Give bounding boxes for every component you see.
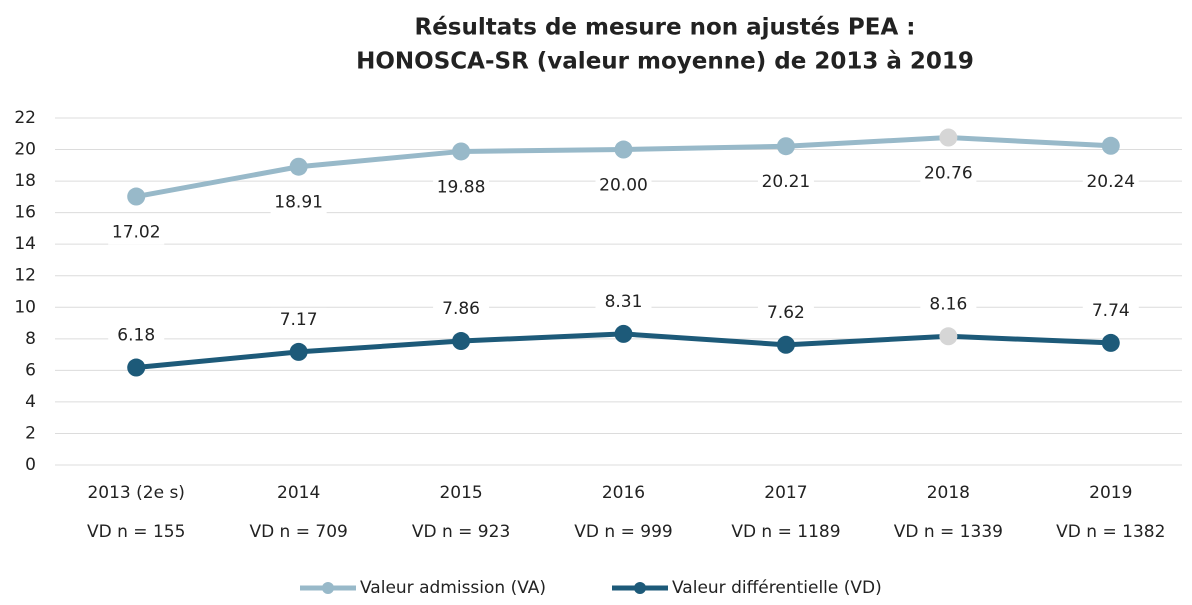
label-bg	[757, 300, 814, 325]
x-sample-size: VD n = 923	[412, 522, 510, 542]
x-tick-label: 2019	[1089, 483, 1132, 503]
legend-marker	[322, 582, 334, 594]
x-tick-label: 2016	[602, 483, 645, 503]
data-label: 20.00	[599, 176, 648, 196]
data-point	[1101, 136, 1120, 155]
data-label: 20.76	[924, 164, 973, 184]
data-label: 7.86	[442, 299, 480, 319]
y-tick-label: 12	[14, 266, 36, 286]
y-tick-label: 6	[25, 360, 36, 380]
label-bg	[433, 175, 490, 200]
x-sample-size: VD n = 155	[87, 522, 185, 542]
y-tick-label: 2	[25, 423, 36, 443]
y-tick-label: 14	[14, 234, 36, 254]
x-tick-label: 2017	[764, 483, 807, 503]
y-tick-label: 16	[14, 203, 36, 223]
y-tick-label: 22	[14, 108, 36, 128]
data-point	[939, 128, 958, 147]
data-point	[939, 327, 958, 346]
data-point	[1101, 333, 1120, 352]
label-bg	[270, 190, 327, 215]
data-label: 8.16	[929, 294, 967, 314]
x-tick-label: 2013 (2e s)	[87, 483, 184, 503]
label-bg	[108, 323, 165, 348]
data-point	[776, 137, 795, 156]
label-bg	[108, 220, 165, 245]
data-label: 8.31	[605, 292, 643, 312]
y-tick-label: 10	[14, 297, 36, 317]
label-bg	[757, 170, 814, 195]
legend-marker	[634, 582, 646, 594]
x-tick-label: 2014	[277, 483, 320, 503]
label-bg	[920, 292, 977, 317]
x-tick-label: 2015	[439, 483, 482, 503]
data-label: 19.88	[437, 177, 486, 197]
data-point	[452, 142, 471, 161]
chart-title: Résultats de mesure non ajustés PEA :	[414, 15, 915, 41]
data-label: 7.17	[280, 310, 318, 330]
data-label: 7.62	[767, 303, 805, 323]
x-sample-size: VD n = 999	[574, 522, 672, 542]
legend-label: Valeur différentielle (VD)	[672, 578, 882, 598]
data-label: 18.91	[274, 193, 323, 213]
chart-title: HONOSCA-SR (valeur moyenne) de 2013 à 20…	[356, 49, 974, 75]
data-label: 20.24	[1086, 172, 1135, 192]
label-bg	[1082, 298, 1139, 323]
x-sample-size: VD n = 1189	[731, 522, 840, 542]
label-bg	[270, 307, 327, 332]
data-label: 20.21	[762, 172, 811, 192]
y-tick-label: 18	[14, 171, 36, 191]
data-label: 17.02	[112, 223, 161, 243]
label-bg	[920, 161, 977, 186]
data-point	[614, 324, 633, 343]
x-sample-size: VD n = 1339	[894, 522, 1003, 542]
y-tick-label: 8	[25, 329, 36, 349]
data-point	[127, 187, 146, 206]
data-point	[289, 342, 308, 361]
label-bg	[1082, 169, 1139, 194]
x-sample-size: VD n = 1382	[1056, 522, 1165, 542]
data-point	[289, 157, 308, 176]
y-tick-label: 0	[25, 455, 36, 475]
data-point	[776, 335, 795, 354]
x-tick-label: 2018	[927, 483, 970, 503]
data-label: 7.74	[1092, 301, 1130, 321]
x-sample-size: VD n = 709	[249, 522, 347, 542]
data-label: 6.18	[117, 326, 155, 346]
legend-label: Valeur admission (VA)	[360, 578, 546, 598]
label-bg	[433, 297, 490, 322]
data-point	[614, 140, 633, 159]
data-point	[127, 358, 146, 377]
data-point	[452, 332, 471, 351]
y-tick-label: 4	[25, 392, 36, 412]
label-bg	[595, 173, 652, 198]
label-bg	[595, 289, 652, 314]
y-tick-label: 20	[14, 140, 36, 160]
